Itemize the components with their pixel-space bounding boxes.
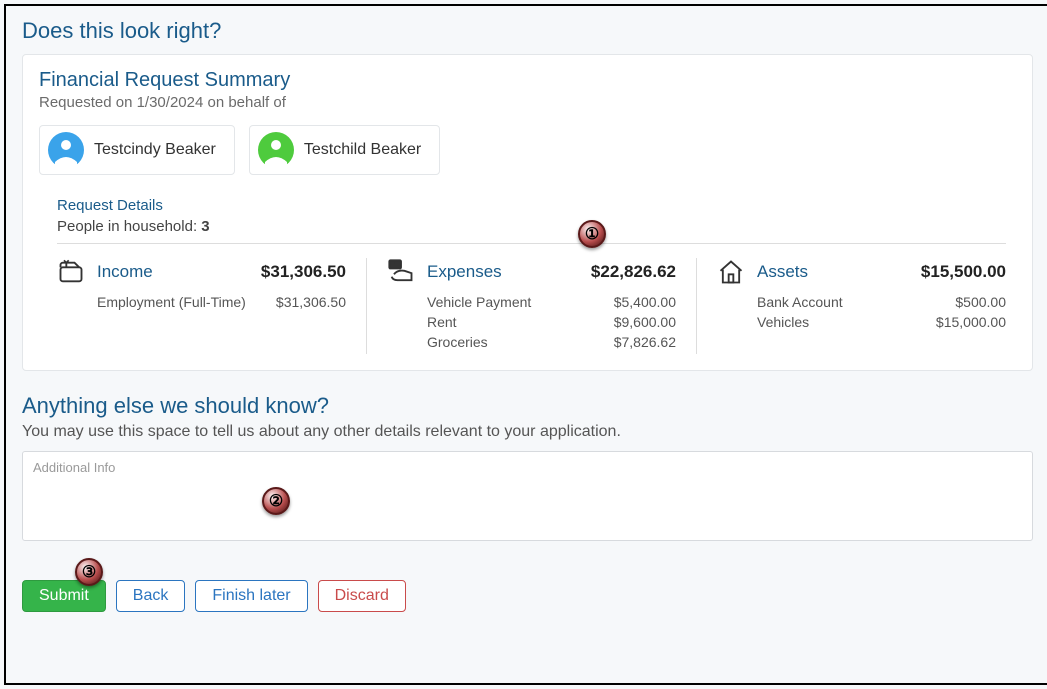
page-frame: Does this look right? ① Financial Reques…	[4, 4, 1047, 685]
person-chip[interactable]: Testchild Beaker	[249, 125, 440, 175]
page-title: Does this look right?	[22, 18, 1033, 44]
line-item-amount: $7,826.62	[614, 334, 676, 350]
line-item-label: Groceries	[427, 334, 488, 350]
assets-total: $15,500.00	[921, 262, 1006, 282]
wallet-icon	[57, 258, 85, 286]
callout-badge-1: ①	[578, 220, 606, 248]
assets-column: Assets $15,500.00 Bank Account $500.00 V…	[696, 258, 1006, 354]
line-item-amount: $15,000.00	[936, 314, 1006, 330]
line-item-amount: $31,306.50	[276, 294, 346, 310]
request-details: Request Details People in household: 3 I…	[57, 197, 1006, 354]
additional-info-wrap: ②	[22, 451, 1033, 546]
discard-button[interactable]: Discard	[318, 580, 406, 612]
line-item-amount: $500.00	[955, 294, 1006, 310]
line-item-label: Vehicles	[757, 314, 809, 330]
line-item-label: Rent	[427, 314, 457, 330]
line-item: Groceries $7,826.62	[427, 334, 676, 350]
summary-title: Financial Request Summary	[39, 69, 1016, 92]
household-line: People in household: 3	[57, 218, 1006, 235]
line-item-amount: $5,400.00	[614, 294, 676, 310]
hand-card-icon	[387, 258, 415, 286]
person-name: Testchild Beaker	[304, 141, 421, 159]
additional-info-input[interactable]	[22, 451, 1033, 541]
requested-prefix: Requested on	[39, 94, 137, 111]
expenses-items: Vehicle Payment $5,400.00 Rent $9,600.00…	[387, 294, 676, 350]
person-chip[interactable]: Testcindy Beaker	[39, 125, 235, 175]
person-name: Testcindy Beaker	[94, 141, 216, 159]
income-title: Income	[97, 262, 249, 282]
line-item-label: Employment (Full-Time)	[97, 294, 246, 310]
people-row: Testcindy Beaker Testchild Beaker	[39, 125, 1016, 175]
assets-title: Assets	[757, 262, 909, 282]
income-items: Employment (Full-Time) $31,306.50	[57, 294, 346, 310]
anything-else-sub: You may use this space to tell us about …	[22, 423, 1033, 441]
line-item: Employment (Full-Time) $31,306.50	[97, 294, 346, 310]
requested-suffix: on behalf of	[203, 94, 286, 111]
household-label: People in household:	[57, 218, 201, 235]
assets-items: Bank Account $500.00 Vehicles $15,000.00	[717, 294, 1006, 330]
finish-later-button[interactable]: Finish later	[195, 580, 307, 612]
line-item: Bank Account $500.00	[757, 294, 1006, 310]
line-item-label: Vehicle Payment	[427, 294, 531, 310]
divider	[57, 243, 1006, 244]
financial-columns: Income $31,306.50 Employment (Full-Time)…	[57, 258, 1006, 354]
avatar-icon	[48, 132, 84, 168]
summary-subtitle: Requested on 1/30/2024 on behalf of	[39, 94, 1016, 111]
callout-badge-2: ②	[262, 487, 290, 515]
back-button[interactable]: Back	[116, 580, 186, 612]
household-count: 3	[201, 218, 209, 235]
anything-else-title: Anything else we should know?	[22, 393, 1033, 419]
line-item: Vehicles $15,000.00	[757, 314, 1006, 330]
avatar-icon	[258, 132, 294, 168]
requested-date: 1/30/2024	[137, 94, 204, 111]
callout-badge-3: ③	[75, 558, 103, 586]
button-row: ③ Submit Back Finish later Discard	[22, 580, 1033, 612]
line-item: Rent $9,600.00	[427, 314, 676, 330]
income-total: $31,306.50	[261, 262, 346, 282]
expenses-total: $22,826.62	[591, 262, 676, 282]
summary-card: ① Financial Request Summary Requested on…	[22, 54, 1033, 371]
house-icon	[717, 258, 745, 286]
expenses-column: Expenses $22,826.62 Vehicle Payment $5,4…	[366, 258, 696, 354]
income-column: Income $31,306.50 Employment (Full-Time)…	[57, 258, 366, 354]
expenses-title: Expenses	[427, 262, 579, 282]
line-item-amount: $9,600.00	[614, 314, 676, 330]
request-details-heading: Request Details	[57, 197, 1006, 214]
line-item: Vehicle Payment $5,400.00	[427, 294, 676, 310]
line-item-label: Bank Account	[757, 294, 843, 310]
